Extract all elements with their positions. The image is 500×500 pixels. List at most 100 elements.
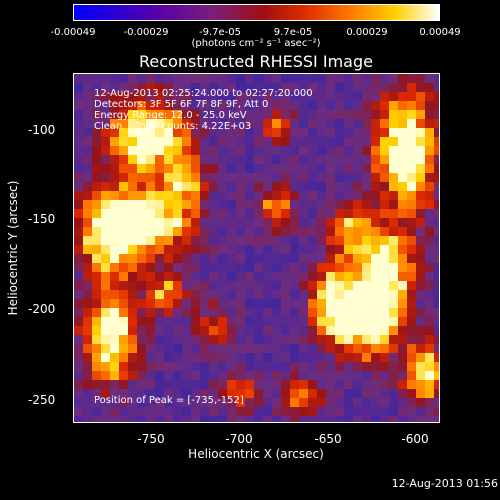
heatmap-cell <box>137 353 147 363</box>
heatmap-cell <box>389 200 399 210</box>
heatmap-cell <box>263 371 273 381</box>
heatmap-cell <box>281 335 291 345</box>
heatmap-cell <box>128 254 138 264</box>
heatmap-cell <box>308 272 318 282</box>
heatmap-cell <box>164 245 174 255</box>
heatmap-cell <box>245 299 255 309</box>
heatmap-cell <box>173 380 183 390</box>
heatmap-cell <box>416 137 426 147</box>
heatmap-cell <box>416 335 426 345</box>
heatmap-cell <box>236 83 246 93</box>
heatmap-cell <box>236 326 246 336</box>
heatmap-cell <box>164 209 174 219</box>
heatmap-cell <box>263 308 273 318</box>
heatmap-cell <box>146 326 156 336</box>
heatmap-cell <box>281 281 291 291</box>
heatmap-cell <box>218 398 228 408</box>
heatmap-cell <box>236 272 246 282</box>
heatmap-cell <box>164 371 174 381</box>
heatmap-cell <box>137 218 147 228</box>
heatmap-cell <box>299 182 309 192</box>
heatmap-cell <box>299 83 309 93</box>
heatmap-cell <box>353 92 363 102</box>
heatmap-cell <box>155 191 165 201</box>
heatmap-cell <box>263 326 273 336</box>
heatmap-cell <box>92 110 102 120</box>
heatmap-cell <box>164 380 174 390</box>
heatmap-cell <box>344 371 354 381</box>
heatmap-cell <box>146 182 156 192</box>
heatmap-cell <box>83 416 93 422</box>
heatmap-cell <box>272 182 282 192</box>
heatmap-cell <box>272 164 282 174</box>
heatmap-cell <box>335 227 345 237</box>
heatmap-cell <box>272 155 282 165</box>
heatmap-cell <box>227 146 237 156</box>
heatmap-cell <box>416 272 426 282</box>
heatmap-cell <box>137 191 147 201</box>
heatmap-cell <box>407 101 417 111</box>
heatmap-cell <box>416 398 426 408</box>
heatmap-cell <box>128 74 138 84</box>
heatmap-cell <box>110 128 120 138</box>
heatmap-cell <box>182 398 192 408</box>
heatmap-cell <box>272 308 282 318</box>
heatmap-cell <box>92 272 102 282</box>
heatmap-cell <box>173 191 183 201</box>
heatmap-cell <box>272 272 282 282</box>
heatmap-cell <box>83 299 93 309</box>
heatmap-cell <box>74 146 84 156</box>
heatmap-cell <box>236 407 246 417</box>
heatmap-cell <box>128 398 138 408</box>
heatmap-cell <box>371 290 381 300</box>
heatmap-cell <box>425 254 435 264</box>
heatmap-cell <box>281 227 291 237</box>
heatmap-cell <box>281 182 291 192</box>
heatmap-cell <box>245 218 255 228</box>
heatmap-cell <box>398 380 408 390</box>
heatmap-cell <box>110 245 120 255</box>
heatmap-cell <box>326 128 336 138</box>
heatmap-cell <box>299 164 309 174</box>
heatmap-cell <box>344 227 354 237</box>
heatmap-cell <box>128 173 138 183</box>
heatmap-cell <box>155 218 165 228</box>
heatmap-cell <box>344 74 354 84</box>
heatmap-cell <box>290 101 300 111</box>
heatmap-cell <box>380 173 390 183</box>
heatmap-cell <box>434 290 439 300</box>
heatmap-cell <box>344 263 354 273</box>
heatmap-cell <box>200 263 210 273</box>
heatmap-cell <box>236 119 246 129</box>
heatmap-cell <box>407 308 417 318</box>
heatmap-cell <box>398 344 408 354</box>
heatmap-cell <box>263 389 273 399</box>
heatmap-cell <box>281 83 291 93</box>
heatmap-cell <box>389 137 399 147</box>
heatmap-cell <box>425 92 435 102</box>
heatmap-cell <box>398 227 408 237</box>
heatmap-cell <box>245 146 255 156</box>
heatmap-cell <box>74 317 84 327</box>
heatmap-cell <box>191 263 201 273</box>
heatmap-cell <box>290 326 300 336</box>
heatmap-cell <box>173 164 183 174</box>
heatmap-cell <box>281 137 291 147</box>
heatmap-cell <box>200 137 210 147</box>
heatmap-cell <box>254 182 264 192</box>
heatmap-cell <box>389 353 399 363</box>
heatmap-cell <box>173 281 183 291</box>
heatmap-cell <box>137 371 147 381</box>
heatmap-cell <box>119 344 129 354</box>
heatmap-cell <box>191 254 201 264</box>
heatmap-cell <box>146 245 156 255</box>
heatmap-cell <box>407 290 417 300</box>
heatmap-cell <box>371 317 381 327</box>
heatmap-cell <box>191 209 201 219</box>
heatmap-cell <box>335 317 345 327</box>
heatmap-cell <box>434 119 439 129</box>
heatmap-cell <box>290 209 300 219</box>
heatmap-cell <box>128 299 138 309</box>
heatmap-cell <box>218 191 228 201</box>
heatmap-cell <box>389 308 399 318</box>
